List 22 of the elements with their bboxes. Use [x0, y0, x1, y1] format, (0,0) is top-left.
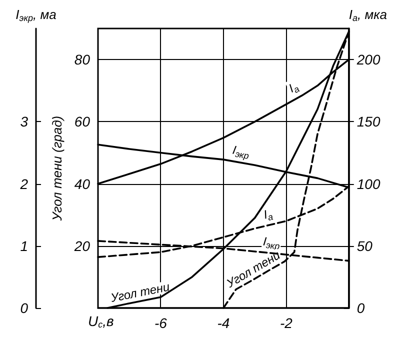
- y3-tick-label: 1: [20, 238, 28, 254]
- annotation: Iэкр: [231, 142, 250, 162]
- y2-tick-label: 150: [356, 114, 380, 130]
- y-tick-label: 40: [74, 176, 90, 192]
- x-tick-label: -4: [217, 315, 230, 331]
- y-tick-label: 80: [74, 52, 90, 68]
- x-tick-label: -6: [154, 315, 168, 331]
- y-axis-title: Угол тени (град): [50, 116, 65, 222]
- x-tick-label: -2: [280, 315, 293, 331]
- y2-tick-label: 200: [356, 52, 380, 68]
- y-tick-label: 20: [73, 238, 90, 254]
- y2-tick-label: 0: [356, 300, 365, 316]
- y-tick-label: 60: [74, 114, 90, 130]
- annotation: Угол тени: [108, 280, 172, 306]
- y2-tick-label: 50: [356, 238, 373, 254]
- annotation: Ia: [262, 207, 274, 223]
- y3-tick-label: 3: [20, 114, 28, 130]
- annotation: Ia: [286, 81, 302, 96]
- annotation: Iэкр: [262, 234, 280, 252]
- y3-tick-label: 0: [20, 300, 28, 316]
- y3-tick-label: 2: [19, 176, 28, 192]
- y2-tick-label: 100: [356, 176, 380, 192]
